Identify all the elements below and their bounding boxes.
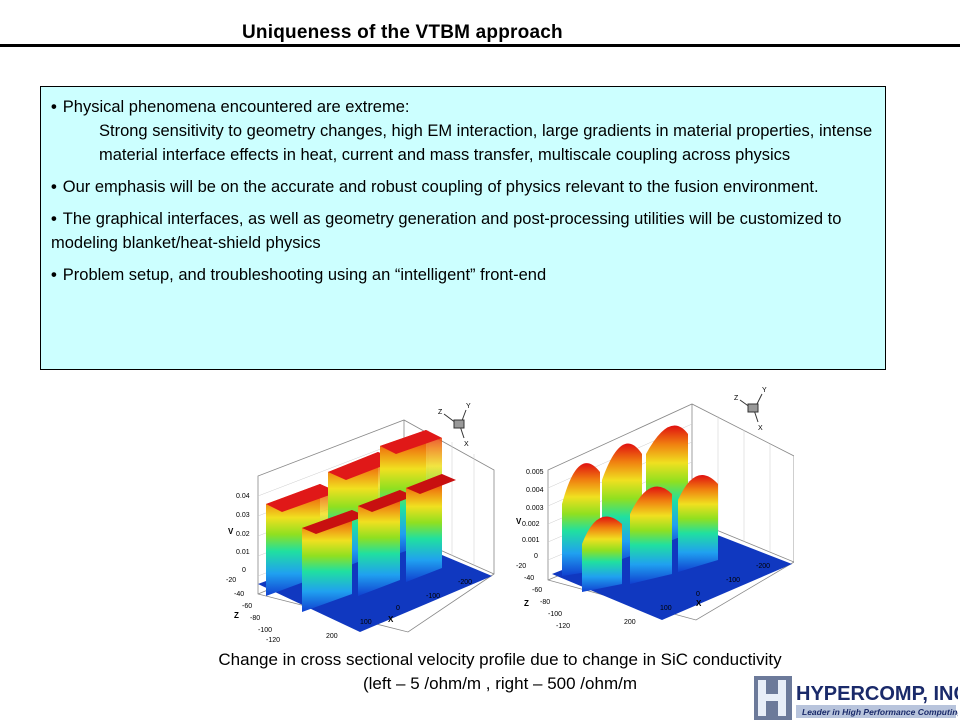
v-axis-label: V	[516, 517, 522, 526]
triad-y-label: Y	[762, 387, 767, 394]
velocity-plot-left: Z Y X 0.04 0.03 0.02 0.01 0 V -20 -40 -6…	[220, 384, 500, 646]
x-axis-label: X	[388, 615, 394, 624]
z-tick: -60	[242, 603, 252, 610]
velocity-plot-right: Z Y X 0.005 0.004 0.003 0.002 0.001 0 V …	[512, 384, 794, 632]
bullet-item: • Problem setup, and troubleshooting usin…	[51, 266, 547, 284]
bullet-item: • Our emphasis will be on the accurate an…	[51, 178, 819, 196]
z-tick: -40	[524, 575, 534, 582]
v-tick: 0.03	[236, 512, 250, 519]
figure-caption-line2: (left – 5 /ohm/m , right – 500 /ohm/m	[362, 674, 637, 693]
x-tick: -100	[426, 593, 440, 600]
z-axis-label: Z	[524, 599, 529, 608]
z-tick: -60	[532, 587, 542, 594]
z-tick: -20	[226, 577, 236, 584]
v-tick: 0.005	[526, 469, 544, 476]
z-tick: -100	[258, 627, 272, 634]
x-tick: 200	[326, 633, 338, 640]
logo-text: HYPERCOMP, INC.	[796, 683, 958, 705]
z-tick: -120	[556, 623, 570, 630]
x-axis-label: X	[696, 599, 702, 608]
v-tick: 0	[534, 553, 538, 560]
title-underline	[0, 44, 960, 47]
x-tick: -200	[458, 579, 472, 586]
bullet-dot-icon: •	[51, 266, 57, 284]
z-tick: -40	[234, 591, 244, 598]
x-tick: 200	[624, 619, 636, 626]
x-tick: 100	[660, 605, 672, 612]
x-tick: 0	[696, 591, 700, 598]
triad-y-label: Y	[466, 403, 471, 410]
slide-title: Uniqueness of the VTBM approach	[242, 22, 563, 43]
v-tick: 0	[242, 567, 246, 574]
v-tick: 0.003	[526, 505, 544, 512]
triad-z-label: Z	[734, 395, 739, 402]
bullet-subtext: Strong sensitivity to geometry changes, …	[99, 122, 873, 164]
hypercomp-logo: HYPERCOMP, INC. Leader in High Performan…	[754, 676, 958, 720]
v-tick: 0.001	[522, 537, 540, 544]
figure-caption-line1: Change in cross sectional velocity profi…	[218, 650, 782, 669]
x-tick: -100	[726, 577, 740, 584]
bullet-item: • The graphical interfaces, as well as ge…	[51, 210, 842, 252]
v-tick: 0.004	[526, 487, 544, 494]
x-tick: 0	[396, 605, 400, 612]
v-axis-label: V	[228, 527, 234, 536]
velocity-surface	[562, 425, 718, 592]
z-tick: -80	[540, 599, 550, 606]
axis-triad-icon	[739, 393, 763, 423]
axis-triad-icon	[443, 409, 467, 439]
bullet-panel: • Physical phenomena encountered are extr…	[40, 86, 886, 370]
triad-z-label: Z	[438, 409, 443, 416]
triad-x-label: X	[464, 441, 469, 448]
logo-tagline: Leader in High Performance Computing	[802, 707, 958, 717]
v-tick: 0.01	[236, 549, 250, 556]
z-tick: -100	[548, 611, 562, 618]
z-axis-label: Z	[234, 611, 239, 620]
z-tick: -80	[250, 615, 260, 622]
bullet-dot-icon: •	[51, 210, 57, 228]
v-tick: 0.02	[236, 531, 250, 538]
v-tick: 0.002	[522, 521, 540, 528]
bullet-item: • Physical phenomena encountered are extr…	[51, 98, 410, 116]
velocity-surface	[266, 430, 456, 612]
z-tick: -120	[266, 637, 280, 644]
triad-x-label: X	[758, 425, 763, 432]
bullet-dot-icon: •	[51, 178, 57, 196]
x-tick: 100	[360, 619, 372, 626]
v-tick: 0.04	[236, 493, 250, 500]
x-tick: -200	[756, 563, 770, 570]
z-tick: -20	[516, 563, 526, 570]
bullet-dot-icon: •	[51, 98, 57, 116]
